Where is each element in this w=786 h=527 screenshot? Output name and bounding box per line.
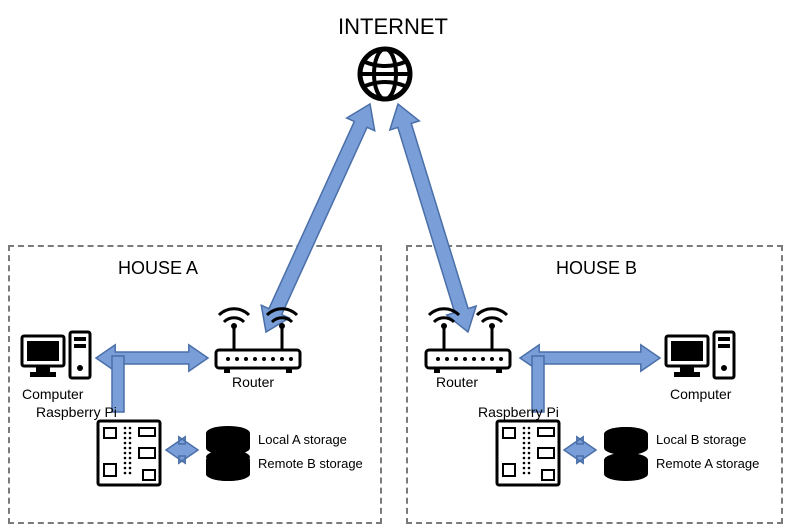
- internet-label: INTERNET: [338, 14, 448, 40]
- router-a-label: Router: [232, 374, 274, 390]
- house-a-label: HOUSE A: [118, 258, 198, 279]
- house-b-label: HOUSE B: [556, 258, 637, 279]
- raspberry-pi-b-label: Raspberry Pi: [478, 404, 559, 420]
- storage-b-label-2: Remote A storage: [656, 456, 759, 471]
- storage-b-label-1: Local B storage: [656, 432, 746, 447]
- computer-b-icon: [664, 330, 738, 386]
- diagram-stage: INTERNET HOUSE A HOUSE B: [0, 0, 786, 527]
- computer-b-label: Computer: [670, 386, 731, 402]
- storage-b-icon: [600, 424, 652, 484]
- router-b-label: Router: [436, 374, 478, 390]
- storage-a-icon-clean: [202, 424, 254, 484]
- storage-a-label-2: Remote B storage: [258, 456, 363, 471]
- raspberry-pi-a-icon: [95, 418, 163, 488]
- router-a-icon: [210, 300, 306, 376]
- router-b-icon: [420, 300, 516, 376]
- computer-a-icon: [20, 330, 94, 386]
- raspberry-pi-a-label: Raspberry Pi: [36, 404, 117, 420]
- raspberry-pi-b-icon: [494, 418, 562, 488]
- computer-a-label: Computer: [22, 386, 83, 402]
- storage-a-label-1: Local A storage: [258, 432, 347, 447]
- globe-icon: [357, 46, 413, 102]
